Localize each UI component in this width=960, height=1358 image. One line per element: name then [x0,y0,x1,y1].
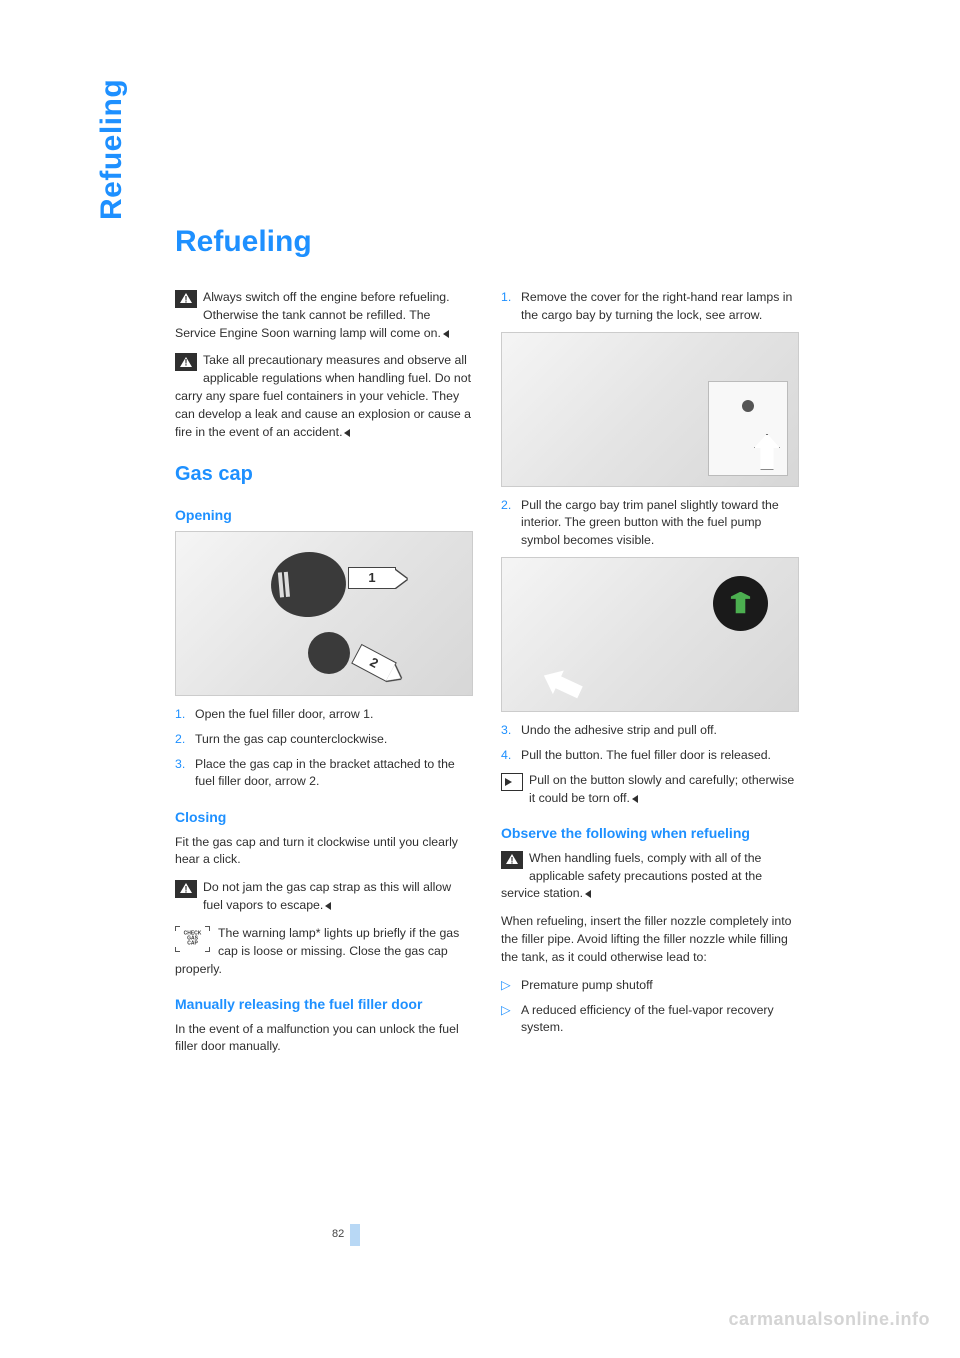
page-title: Refueling [175,225,800,259]
warning-note-observe: When handling fuels, comply with all of … [501,850,799,903]
check-text: The warning lamp* lights up briefly if t… [175,926,459,976]
warning-icon [175,290,197,308]
bullet-icon: ▷ [501,1002,521,1038]
bullet-text: Premature pump shutoff [521,977,653,995]
list-item: 2.Turn the gas cap counterclockwise. [175,731,473,749]
step-number: 2. [175,731,195,749]
left-column: Always switch off the engine before refu… [175,289,473,1066]
manual-paragraph: In the event of a malfunction you can un… [175,1021,473,1057]
figure-arrow-2: 2 [351,644,397,682]
gas-cap-graphic [308,632,350,674]
warning-text: When handling fuels, comply with all of … [501,851,762,901]
closing-paragraph: Fit the gas cap and turn it clockwise un… [175,834,473,870]
tip-note: Pull on the button slowly and carefully;… [501,772,799,808]
fuel-pump-button-graphic [713,576,768,631]
heading-gas-cap: Gas cap [175,460,473,489]
step-text: Undo the adhesive strip and pull off. [521,722,717,740]
manual-steps-3: 3.Undo the adhesive strip and pull off. … [501,722,799,765]
check-gascap-note: CHECKGAS CAP The warning lamp* lights up… [175,925,473,978]
observe-paragraph: When refueling, insert the filler nozzle… [501,913,799,966]
figure-cargo-bay-cover [501,332,799,487]
figure-fuel-door: 1 2 [175,531,473,696]
list-item: ▷Premature pump shutoff [501,977,799,995]
page-number: 82 [332,1228,344,1240]
list-item: 4.Pull the button. The fuel filler door … [501,747,799,765]
warning-note-closing: Do not jam the gas cap strap as this wil… [175,879,473,915]
step-text: Remove the cover for the right-hand rear… [521,289,799,325]
step-text: Open the fuel filler door, arrow 1. [195,706,373,724]
end-mark-icon [344,429,350,437]
end-mark-icon [325,902,331,910]
heading-closing: Closing [175,807,473,827]
tip-icon [501,773,523,791]
step-number: 3. [501,722,521,740]
fuel-door-graphic [268,549,348,620]
step-number: 1. [501,289,521,325]
step-number: 3. [175,756,195,792]
end-mark-icon [585,890,591,898]
lock-panel-graphic [708,381,788,476]
heading-observe: Observe the following when refueling [501,823,799,843]
opening-steps: 1.Open the fuel filler door, arrow 1. 2.… [175,706,473,791]
list-item: 1.Remove the cover for the right-hand re… [501,289,799,325]
figure-fuel-button [501,557,799,712]
warning-icon [175,880,197,898]
figure-arrow-pull [538,664,585,704]
step-text: Pull the cargo bay trim panel slightly t… [521,497,799,550]
step-number: 2. [501,497,521,550]
end-mark-icon [443,330,449,338]
tip-text: Pull on the button slowly and carefully;… [529,773,794,805]
figure-arrow-1: 1 [348,567,396,589]
bullet-text: A reduced efficiency of the fuel-vapor r… [521,1002,799,1038]
end-mark-icon [632,795,638,803]
warning-text: Always switch off the engine before refu… [175,290,450,340]
watermark: carmanualsonline.info [728,1309,930,1330]
observe-bullets: ▷Premature pump shutoff ▷A reduced effic… [501,977,799,1037]
step-text: Pull the button. The fuel filler door is… [521,747,771,765]
list-item: 1.Open the fuel filler door, arrow 1. [175,706,473,724]
list-item: ▷A reduced efficiency of the fuel-vapor … [501,1002,799,1038]
list-item: 3.Place the gas cap in the bracket attac… [175,756,473,792]
step-text: Turn the gas cap counterclockwise. [195,731,387,749]
step-number: 1. [175,706,195,724]
bullet-icon: ▷ [501,977,521,995]
list-item: 2.Pull the cargo bay trim panel slightly… [501,497,799,550]
manual-steps-1: 1.Remove the cover for the right-hand re… [501,289,799,325]
warning-text: Take all precautionary measures and obse… [175,353,471,438]
heading-opening: Opening [175,505,473,525]
warning-note-1: Always switch off the engine before refu… [175,289,473,342]
step-number: 4. [501,747,521,765]
warning-icon [501,851,523,869]
page-content: Refueling Always switch off the engine b… [175,225,800,1066]
heading-manual-release: Manually releasing the fuel filler door [175,994,473,1014]
warning-note-2: Take all precautionary measures and obse… [175,352,473,441]
right-column: 1.Remove the cover for the right-hand re… [501,289,799,1066]
side-tab-label: Refueling [95,79,129,220]
list-item: 3.Undo the adhesive strip and pull off. [501,722,799,740]
manual-steps-2: 2.Pull the cargo bay trim panel slightly… [501,497,799,550]
page-number-bar [350,1224,360,1246]
warning-icon [175,353,197,371]
step-text: Place the gas cap in the bracket attache… [195,756,473,792]
check-gascap-icon: CHECKGAS CAP [175,926,210,952]
